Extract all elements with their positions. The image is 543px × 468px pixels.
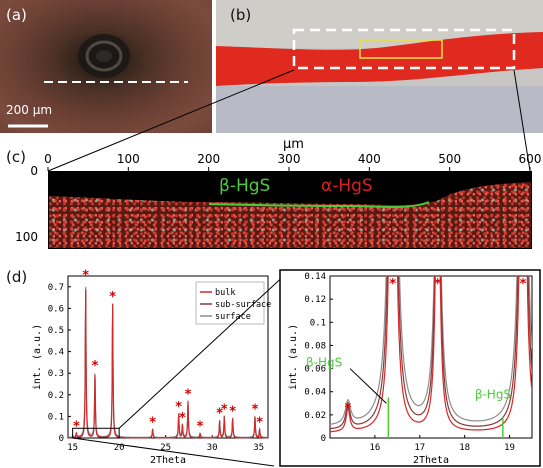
inset-xtick-label: 18: [459, 443, 470, 453]
peak-marker: *: [149, 415, 157, 430]
panel-b-image: (b): [216, 0, 543, 133]
series-line-bulk: [68, 291, 268, 439]
c-xtick-label: 0: [44, 152, 52, 166]
panel-a-image: (a) 200 μm: [0, 0, 212, 133]
c-ytick-label: 100: [15, 230, 38, 244]
c-ytick-label: 0: [30, 164, 38, 178]
main-ytick-label: 0.5: [48, 326, 64, 336]
panel-c-axes: 0 100 200 300 400 500 600 0 100: [15, 152, 542, 244]
inset-ytick-label: 0.1: [310, 318, 326, 328]
axis-unit-um: μm: [283, 137, 304, 152]
inset-outer-frame: [279, 269, 541, 467]
inset-connector: [72, 437, 275, 467]
peak-marker: *: [82, 268, 90, 283]
beta-hgs-label: β-HgS: [219, 176, 271, 196]
peak-marker: *: [179, 411, 187, 426]
inset-peak-marker: *: [519, 277, 527, 292]
inset-box: [359, 39, 443, 59]
peak-marker: *: [229, 405, 237, 420]
legend-entry: sub-surface: [215, 300, 271, 310]
main-ytick-label: 0: [59, 434, 64, 444]
main-xtick-label: 15: [67, 443, 78, 453]
legend-entry: bulk: [215, 288, 235, 298]
peak-marker: *: [216, 407, 224, 422]
beta-arrow: [349, 368, 387, 404]
inset-series-line-sub-surface: [330, 276, 532, 430]
scalebar-label: 200 μm: [6, 103, 53, 117]
c-xtick-label: 300: [278, 152, 301, 166]
inset-plot-frame: [329, 275, 533, 439]
inset-xtick-label: 19: [504, 443, 515, 453]
c-xtick-label: 500: [438, 152, 461, 166]
inset-ytick-label: 0.04: [304, 388, 326, 398]
panel-c-drawing: [49, 172, 531, 208]
legend-box: [195, 281, 265, 325]
panel-a-drawing: [8, 34, 188, 128]
beta-hgs-annotation: β-HgS: [306, 355, 342, 369]
inset-xtick-label: 16: [369, 443, 380, 453]
main-ytick-label: 0.1: [48, 412, 64, 422]
main-ylabel: int. (a.u.): [32, 324, 43, 390]
peak-marker: *: [175, 400, 183, 415]
inset-peak-marker: *: [389, 277, 397, 292]
zoom-box: [292, 28, 516, 70]
legend-entry: surface: [215, 312, 251, 322]
main-xlabel: 2Theta: [150, 455, 186, 466]
inset-peak-marker: *: [434, 277, 442, 292]
inset-ytick-label: 0.12: [304, 295, 326, 305]
peak-marker: *: [220, 402, 228, 417]
alpha-hgs-label: α-HgS: [321, 176, 373, 196]
inset-ytick-label: 0.06: [304, 365, 326, 375]
c-xtick-label: 400: [358, 152, 381, 166]
c-xtick-label: 600: [519, 152, 542, 166]
peak-marker: *: [196, 420, 204, 435]
main-xtick-label: 25: [160, 443, 171, 453]
peak-marker: *: [251, 402, 259, 417]
main-xtick-label: 30: [207, 443, 218, 453]
main-ytick-label: 0.4: [48, 348, 64, 358]
c-xtick-label: 100: [117, 152, 140, 166]
inset-ylabel: int. (a.u.): [288, 324, 299, 390]
main-ytick-label: 0.3: [48, 369, 64, 379]
panel-d-label: (d): [6, 268, 28, 286]
inset-ytick-label: 0.02: [304, 411, 326, 421]
inset-series-line-surface: [330, 276, 532, 425]
inset-peak-marker: *: [344, 401, 352, 416]
main-xrd-chart: 0 0.1 0.2 0.3 0.4 0.5 0.6 0.7 15 20 25 30 35 2Theta in…: [32, 268, 541, 467]
c-xtick-label: 200: [197, 152, 220, 166]
inset-ytick-label: 0: [321, 434, 326, 444]
main-xtick-label: 20: [114, 443, 125, 453]
inset-series-line-bulk: [330, 276, 532, 433]
panel-a-label: (a): [6, 6, 27, 24]
inset-xtick-label: 17: [414, 443, 425, 453]
main-xtick-label: 35: [253, 443, 264, 453]
inset-ytick-label: 0.14: [304, 272, 326, 282]
panel-c-image: β-HgS α-HgS: [48, 171, 532, 249]
main-ytick-label: 0.6: [48, 304, 64, 314]
inset-connector: [118, 271, 289, 429]
main-ytick-label: 0.7: [48, 283, 64, 293]
panel-b-drawing: [216, 0, 543, 133]
peak-marker: *: [72, 420, 80, 435]
zoom-region-box: [72, 427, 120, 439]
inset-xlabel: 2Theta: [413, 455, 449, 466]
main-ytick-label: 0.2: [48, 391, 64, 401]
beta-hgs-annotation: β-HgS: [475, 388, 511, 402]
peak-marker: *: [91, 359, 99, 374]
peak-marker: *: [256, 415, 264, 430]
panel-c-label: (c): [6, 148, 26, 166]
peak-marker: *: [109, 290, 117, 305]
inset-ytick-label: 0.08: [304, 341, 326, 351]
peak-marker: *: [184, 387, 192, 402]
panel-b-label: (b): [230, 6, 252, 24]
connector-b-to-c: [47, 69, 531, 172]
